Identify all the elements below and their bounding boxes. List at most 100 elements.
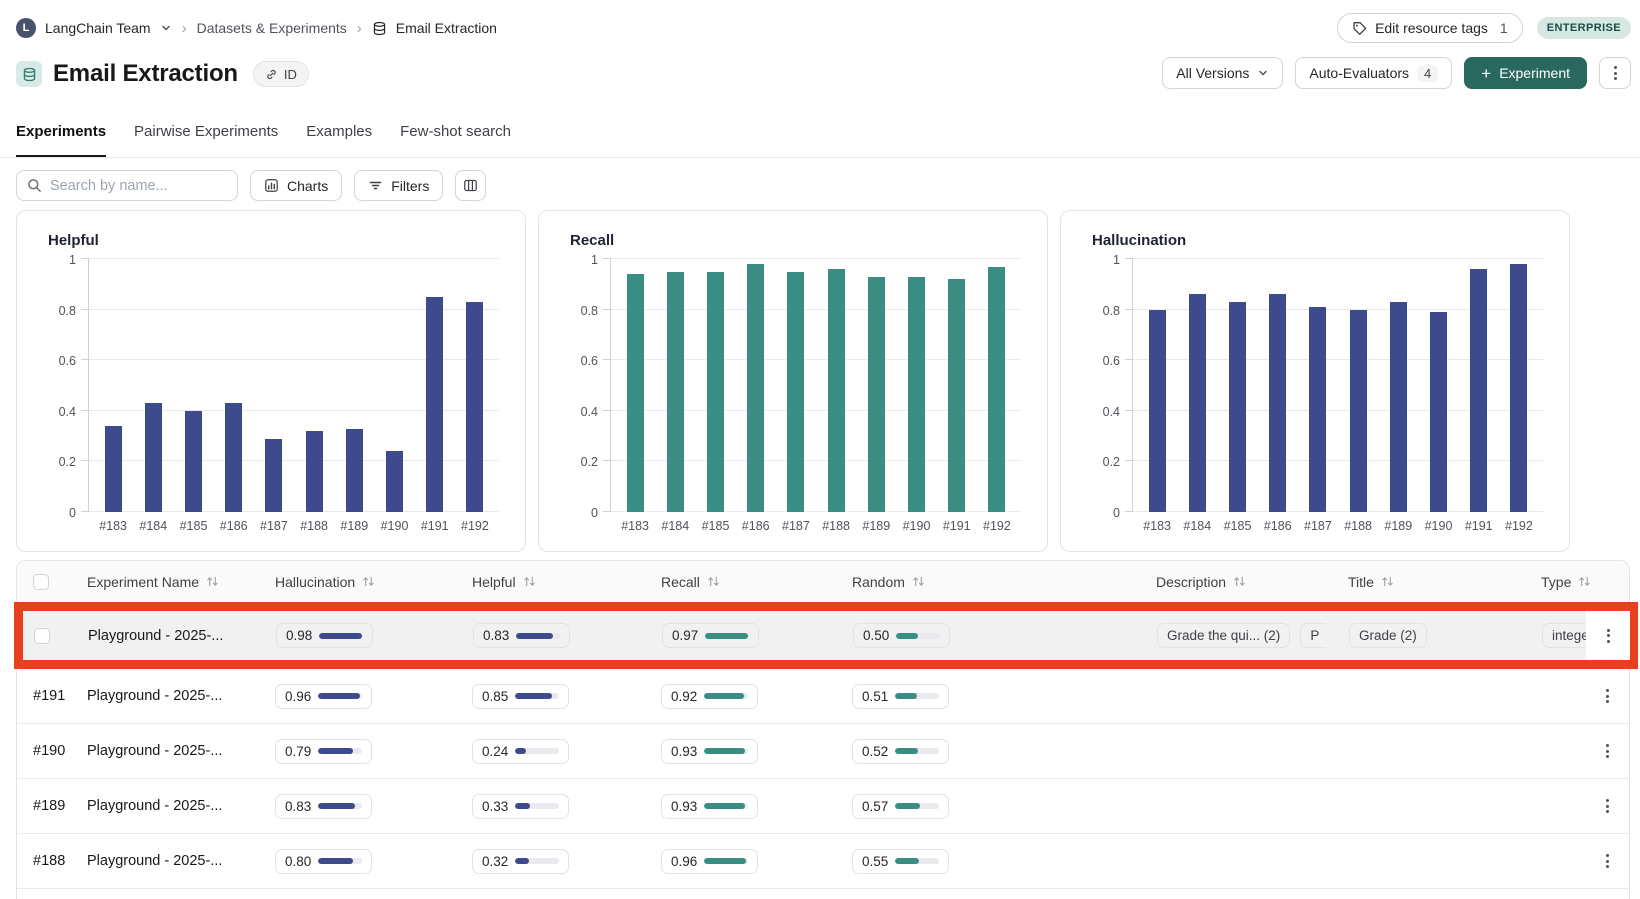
- table-row[interactable]: #190Playground - 2025-...0.790.240.930.5…: [17, 724, 1629, 779]
- chart-plot: 00.20.40.60.81: [611, 259, 1021, 512]
- copy-id-button[interactable]: ID: [253, 61, 309, 87]
- breadcrumb: L LangChain Team › Datasets & Experiment…: [16, 16, 497, 40]
- y-axis-label: 0.8: [1103, 304, 1120, 318]
- chart-plot: 00.20.40.60.81: [89, 259, 499, 512]
- filters-button[interactable]: Filters: [354, 170, 443, 201]
- experiment-name[interactable]: Playground - 2025-...: [71, 669, 275, 723]
- avatar[interactable]: L: [16, 18, 36, 38]
- y-axis-label: 0.6: [581, 354, 598, 368]
- bar: [988, 267, 1005, 512]
- bar: [1229, 302, 1246, 512]
- tags-count: 1: [1500, 20, 1508, 36]
- y-axis-label: 1: [1113, 253, 1120, 267]
- row-actions-menu[interactable]: [1585, 779, 1629, 833]
- column-header-recall[interactable]: Recall: [661, 574, 852, 590]
- x-axis-label: #187: [254, 519, 294, 533]
- x-axis-label: #192: [455, 519, 495, 533]
- table-row[interactable]: #189Playground - 2025-...0.830.330.930.5…: [17, 779, 1629, 834]
- y-axis-label: 1: [69, 253, 76, 267]
- versions-dropdown[interactable]: All Versions: [1162, 57, 1283, 89]
- columns-icon: [463, 178, 478, 193]
- tab-examples[interactable]: Examples: [306, 115, 372, 157]
- charts-label: Charts: [287, 178, 328, 194]
- sort-icon: [912, 575, 925, 588]
- row-actions-menu[interactable]: [1586, 611, 1630, 660]
- column-header-helpful[interactable]: Helpful: [472, 574, 661, 590]
- search-input[interactable]: [16, 170, 238, 201]
- bar: [1350, 310, 1367, 512]
- tab-few-shot-search[interactable]: Few-shot search: [400, 115, 511, 157]
- columns-button[interactable]: [455, 170, 486, 201]
- new-experiment-button[interactable]: + Experiment: [1464, 57, 1587, 89]
- row-checkbox[interactable]: [34, 628, 50, 644]
- charts-button[interactable]: Charts: [250, 170, 342, 201]
- breadcrumb-current[interactable]: Email Extraction: [396, 20, 497, 36]
- bar: [145, 403, 162, 512]
- table-row[interactable]: #191Playground - 2025-...0.960.850.920.5…: [17, 669, 1629, 724]
- column-header-description[interactable]: Description: [1156, 574, 1348, 590]
- column-header-random[interactable]: Random: [852, 574, 1156, 590]
- hallucination-score: 0.98: [276, 623, 373, 648]
- x-axis-label: #192: [977, 519, 1017, 533]
- bar: [1149, 310, 1166, 512]
- x-axis-label: #189: [334, 519, 374, 533]
- experiment-name[interactable]: Playground - 2025-...: [71, 724, 275, 778]
- breadcrumb-team[interactable]: LangChain Team: [45, 20, 151, 36]
- page-title: Email Extraction: [53, 60, 238, 88]
- y-axis-label: 0: [591, 506, 598, 520]
- bar: [386, 451, 403, 512]
- bar: [105, 426, 122, 512]
- breadcrumb-separator-icon: ›: [182, 20, 187, 37]
- x-axis-label: #189: [856, 519, 896, 533]
- chart-title: Hallucination: [1061, 211, 1569, 249]
- tab-experiments[interactable]: Experiments: [16, 115, 106, 157]
- row-actions-menu[interactable]: [1585, 669, 1629, 723]
- chevron-down-icon: [160, 22, 172, 34]
- auto-evaluators-button[interactable]: Auto-Evaluators 4: [1295, 57, 1452, 89]
- y-axis-label: 0.4: [59, 405, 76, 419]
- bar-chart-icon: [264, 178, 279, 193]
- bar: [225, 403, 242, 512]
- row-number: #191: [33, 688, 65, 704]
- bar: [1430, 312, 1447, 512]
- y-axis-label: 0.2: [581, 455, 598, 469]
- chart-card-helpful: Helpful00.20.40.60.81#183#184#185#186#18…: [16, 210, 526, 552]
- sort-icon: [707, 575, 720, 588]
- column-header-type[interactable]: Type: [1541, 574, 1585, 590]
- experiment-name[interactable]: Playground - 2025-...: [71, 834, 275, 888]
- bar: [627, 274, 644, 512]
- highlighted-row[interactable]: Playground - 2025-...0.980.830.970.50Gra…: [14, 602, 1638, 669]
- experiment-name[interactable]: Playground - 2025-...: [72, 611, 276, 660]
- bar: [868, 277, 885, 512]
- column-header-experiment-name[interactable]: Experiment Name: [71, 574, 275, 590]
- sort-icon: [1381, 575, 1394, 588]
- column-header-title[interactable]: Title: [1348, 574, 1541, 590]
- row-number: #190: [33, 743, 65, 759]
- column-header-hallucination[interactable]: Hallucination: [275, 574, 472, 590]
- breadcrumb-section[interactable]: Datasets & Experiments: [197, 20, 347, 36]
- filters-label: Filters: [391, 178, 429, 194]
- experiment-name[interactable]: Playground - 2025-...: [71, 779, 275, 833]
- hallucination-score: 0.80: [275, 849, 372, 874]
- x-axis-label: #191: [415, 519, 455, 533]
- tabs: Experiments Pairwise Experiments Examples F…: [0, 115, 1640, 158]
- kebab-icon: [1607, 629, 1610, 643]
- charts-row: Helpful00.20.40.60.81#183#184#185#186#18…: [16, 210, 1570, 552]
- search-box: [16, 170, 238, 201]
- edit-resource-tags-label: Edit resource tags: [1375, 20, 1488, 36]
- kebab-icon: [1606, 854, 1609, 868]
- versions-dropdown-label: All Versions: [1176, 65, 1249, 81]
- filter-icon: [368, 178, 383, 193]
- y-axis-label: 0.8: [581, 304, 598, 318]
- bar: [667, 272, 684, 512]
- page-actions: All Versions Auto-Evaluators 4 + Experim…: [1162, 57, 1631, 89]
- tab-pairwise-experiments[interactable]: Pairwise Experiments: [134, 115, 278, 157]
- recall-score: 0.92: [661, 684, 758, 709]
- page-menu-button[interactable]: [1599, 57, 1631, 89]
- table-row[interactable]: #188Playground - 2025-...0.800.320.960.5…: [17, 834, 1629, 889]
- select-all-checkbox[interactable]: [33, 574, 49, 590]
- row-actions-menu[interactable]: [1585, 724, 1629, 778]
- edit-resource-tags-button[interactable]: Edit resource tags 1: [1337, 13, 1523, 43]
- row-actions-menu[interactable]: [1585, 834, 1629, 888]
- x-axis-label: #188: [1338, 519, 1378, 533]
